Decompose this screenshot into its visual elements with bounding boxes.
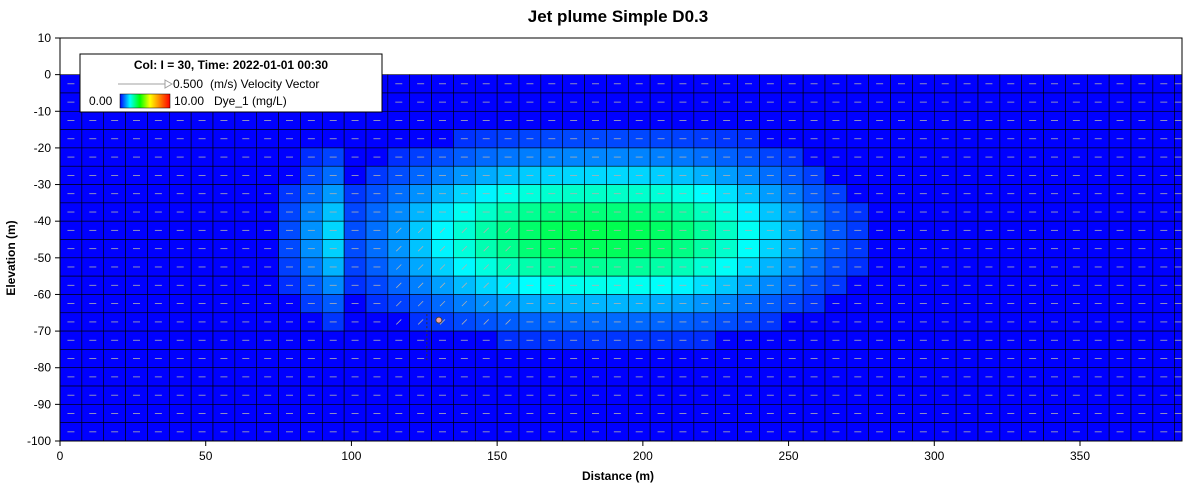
velocity-arrow (396, 300, 402, 307)
velocity-arrow (461, 245, 468, 252)
velocity-arrow (505, 245, 511, 252)
velocity-arrow (439, 319, 446, 325)
velocity-arrow (483, 245, 489, 252)
plot-area (59, 37, 1183, 442)
x-tick-label: 0 (57, 449, 64, 463)
velocity-arrow (439, 300, 446, 307)
velocity-arrow (417, 264, 424, 270)
x-tick-label: 250 (779, 449, 799, 463)
y-tick-label: -70 (34, 324, 52, 338)
velocity-arrow (396, 227, 402, 234)
y-tick-label: -50 (34, 251, 52, 265)
colorbar-min-label: 0.00 (89, 94, 113, 108)
legend-title: Col: I = 30, Time: 2022-01-01 00:30 (134, 58, 329, 72)
velocity-arrow (439, 282, 446, 289)
velocity-arrow (461, 227, 468, 234)
velocity-arrow (483, 227, 489, 234)
y-tick-label: -40 (34, 214, 52, 228)
y-tick-label: -10 (34, 104, 52, 118)
x-tick-label: 150 (487, 449, 507, 463)
outfall-marker (435, 316, 443, 324)
velocity-arrow (396, 264, 402, 270)
velocity-arrow (483, 264, 489, 270)
y-tick-label: -90 (34, 397, 52, 411)
velocity-arrow (396, 245, 402, 252)
velocity-arrow (439, 245, 446, 252)
y-tick-label: -80 (34, 361, 52, 375)
x-tick-label: 350 (1070, 449, 1090, 463)
axes: 0 50 100 150 200 250 300 350100-10-20-30-40-50-… (27, 31, 1090, 463)
velocity-arrow (461, 264, 468, 270)
velocity-arrow (461, 282, 468, 289)
velocity-arrow (505, 319, 511, 325)
y-tick-label: 0 (44, 68, 51, 82)
velocity-arrow (483, 319, 489, 325)
velocity-arrow (417, 282, 424, 289)
grid-cells (59, 74, 1183, 442)
velocity-arrow (396, 282, 402, 289)
velocity-arrow (439, 227, 446, 234)
velocity-arrow (417, 245, 424, 252)
y-tick-label: 10 (38, 31, 52, 45)
velocity-arrow (505, 282, 511, 289)
velocity-arrow (483, 300, 489, 307)
velocity-arrow (461, 300, 468, 307)
y-axis-title: Elevation (m) (4, 220, 18, 295)
y-tick-label: -30 (34, 178, 52, 192)
velocity-arrow (439, 264, 446, 270)
y-tick-label: -60 (34, 287, 52, 301)
velocity-arrow (417, 227, 424, 234)
colorbar-variable-label: Dye_1 (mg/L) (214, 94, 287, 108)
velocity-arrow (417, 319, 424, 325)
x-tick-label: 100 (341, 449, 361, 463)
velocity-arrow (505, 264, 511, 270)
x-tick-label: 300 (924, 449, 944, 463)
velocity-vector-arrow-icon (118, 79, 174, 89)
colorbar-max-label: 10.00 (174, 94, 204, 108)
velocity-arrow (461, 319, 468, 325)
velocity-arrow (396, 319, 402, 325)
y-tick-label: -100 (27, 434, 51, 448)
plot-border (59, 37, 1183, 442)
velocity-arrow (483, 282, 489, 289)
legend-box: Col: I = 30, Time: 2022-01-01 00:30 0.50… (79, 53, 383, 113)
vector-scale-label: (m/s) Velocity Vector (210, 77, 319, 91)
x-axis-title: Distance (m) (582, 469, 654, 483)
chart-title: Jet plume Simple D0.3 (528, 7, 708, 26)
x-tick-label: 200 (633, 449, 653, 463)
velocity-arrow (505, 300, 511, 307)
velocity-arrow (505, 227, 511, 234)
colorbar (119, 93, 171, 109)
x-tick-label: 50 (199, 449, 213, 463)
y-tick-label: -20 (34, 141, 52, 155)
vector-scale-value: 0.500 (173, 77, 203, 91)
velocity-vectors (67, 83, 1182, 433)
velocity-arrow (417, 300, 424, 307)
